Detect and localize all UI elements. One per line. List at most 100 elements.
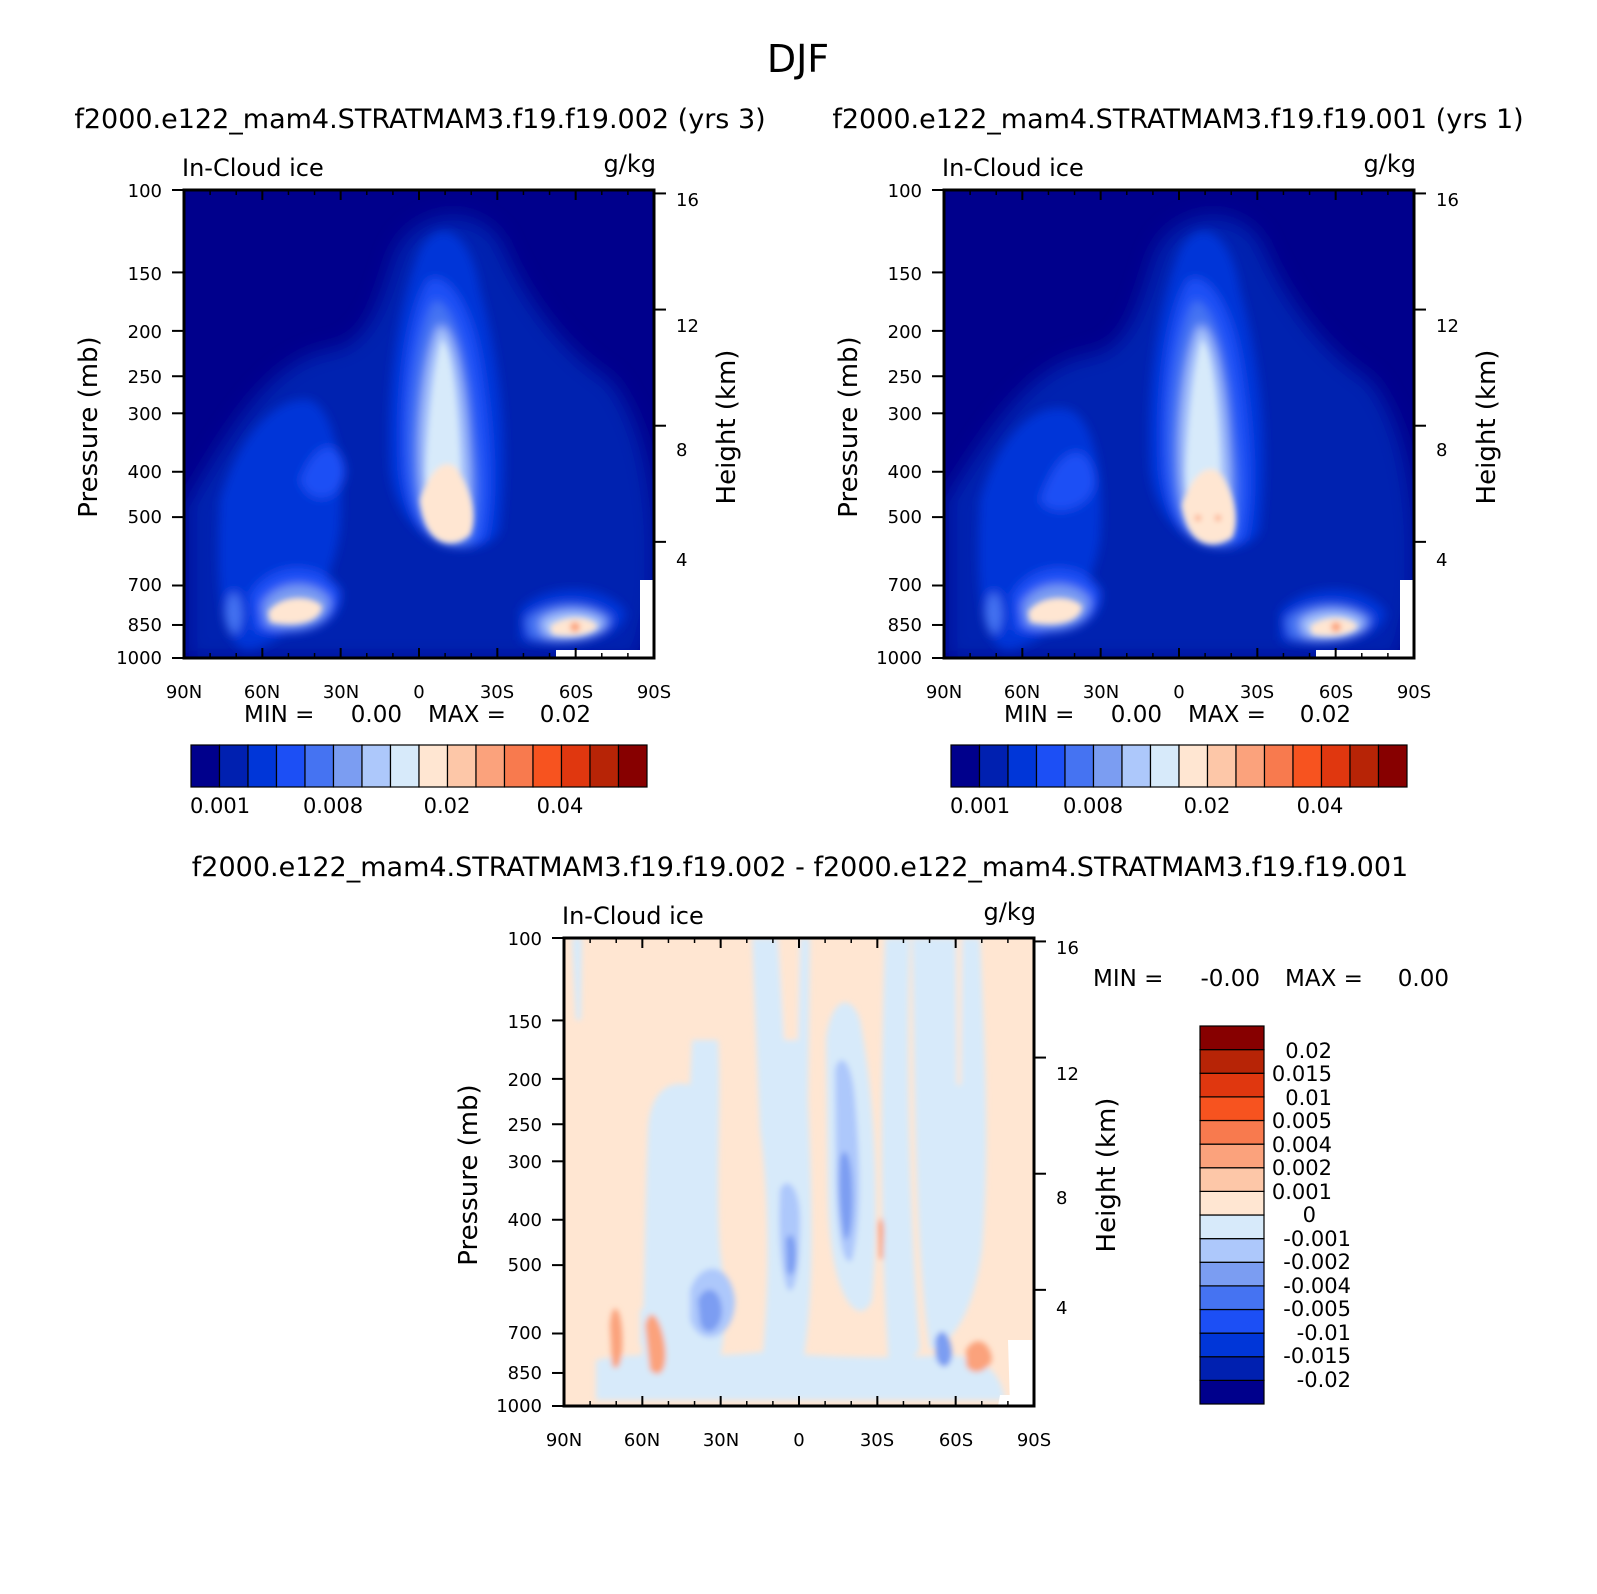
colorbar-label: 0.02 [424, 794, 471, 818]
x-tick-label: 0 [1173, 682, 1184, 703]
y-tick-label: 500 [888, 507, 922, 528]
y-axis-label: Pressure (mb) [834, 336, 864, 517]
colorbar-label: -0.02 [1297, 1368, 1351, 1392]
y-right-tick-label: 12 [1436, 316, 1459, 337]
y-tick-label: 500 [508, 1255, 542, 1276]
y-tick-label: 150 [128, 264, 162, 285]
y-tick-label: 850 [888, 615, 922, 636]
colorbar-label: -0.005 [1283, 1297, 1351, 1321]
contour-field [564, 938, 1034, 1406]
x-tick-labels: 90N 60N 30N 0 30S 60S 90S [926, 682, 1431, 703]
y-right-tick-label: 8 [1056, 1188, 1067, 1209]
y-right-tick-label: 16 [676, 190, 699, 211]
y-right-tick-label: 8 [1436, 440, 1447, 461]
y-tick-label: 300 [888, 404, 922, 425]
colorbar-swatch [361, 744, 392, 788]
colorbar-swatch [1199, 1167, 1265, 1192]
y-tick-label: 850 [508, 1363, 542, 1384]
x-tick-label: 60S [559, 682, 593, 703]
colorbar-swatch [446, 744, 477, 788]
y-tick-label: 200 [508, 1070, 542, 1091]
y-tick-label: 300 [508, 1152, 542, 1173]
colorbar-label: 0.02 [1184, 794, 1231, 818]
y-tick-label: 100 [128, 181, 162, 202]
colorbar-swatch [275, 744, 306, 788]
colorbar-swatch [1349, 744, 1380, 788]
colorbar-label: 0.005 [1272, 1109, 1332, 1133]
colorbar-label: -0.01 [1297, 1321, 1351, 1345]
y-right-tick-label: 4 [1056, 1298, 1067, 1319]
y-axis-right-label: Height (km) [712, 350, 742, 505]
colorbar-swatch [1178, 744, 1209, 788]
colorbar-swatch [1199, 1285, 1265, 1311]
colorbar-swatch [1199, 1332, 1265, 1358]
y-axis-right-label: Height (km) [1092, 1098, 1122, 1253]
colorbar-swatch [1235, 744, 1266, 788]
y-tick-label: 200 [128, 322, 162, 343]
y-right-tick-label: 4 [1436, 550, 1447, 571]
y-right-tick-labels: 16 12 8 4 [676, 190, 699, 571]
colorbar-swatch [247, 744, 278, 788]
colorbar-swatch [1035, 744, 1066, 788]
colorbar-label: -0.004 [1283, 1274, 1351, 1298]
y-right-tick-label: 12 [1056, 1064, 1079, 1085]
colorbar-swatch [1199, 1049, 1265, 1074]
colorbar-swatch [218, 744, 249, 788]
colorbar-label: -0.002 [1283, 1250, 1351, 1274]
y-tick-label: 150 [888, 264, 922, 285]
colorbar-swatch [1092, 744, 1123, 788]
min-label: MIN = [1093, 966, 1163, 992]
y-tick-label: 400 [508, 1210, 542, 1231]
y-tick-label: 300 [128, 404, 162, 425]
colorbar-label: 0.01 [1285, 1086, 1332, 1110]
colorbar-swatch [1320, 744, 1351, 788]
panel-top-left: f2000.e122_mam4.STRATMAM3.f19.f19.002 (y… [74, 104, 766, 818]
colorbar-label: 0.004 [1272, 1133, 1332, 1157]
x-tick-label: 30N [1083, 682, 1119, 703]
variable-label: In-Cloud ice [562, 902, 704, 930]
colorbar-swatch [1199, 1119, 1265, 1145]
x-tick-label: 90S [637, 682, 671, 703]
colorbar-label: -0.001 [1283, 1227, 1351, 1251]
y-right-tick-label: 8 [676, 440, 687, 461]
y-tick-label: 850 [128, 615, 162, 636]
colorbar-label: 0.015 [1272, 1062, 1332, 1086]
colorbar-swatch [304, 744, 335, 788]
colorbar-swatch [1199, 1261, 1265, 1287]
colorbar-swatch [1199, 1238, 1265, 1263]
axis-ticks [552, 937, 1046, 1407]
x-tick-label: 60S [1319, 682, 1353, 703]
y-tick-label: 250 [128, 367, 162, 388]
case-title: f2000.e122_mam4.STRATMAM3.f19.f19.001 (y… [832, 104, 1523, 135]
variable-label: In-Cloud ice [942, 154, 1084, 182]
y-tick-label: 1000 [876, 648, 922, 669]
colorbar-labels: 0.001 0.008 0.02 0.04 [950, 794, 1343, 818]
x-tick-label: 90N [166, 682, 202, 703]
x-tick-label: 90S [1017, 1430, 1051, 1451]
colorbar-swatch [1007, 744, 1038, 788]
colorbar-swatch [332, 744, 363, 788]
contour-field [944, 190, 1414, 658]
y-axis-right-label: Height (km) [1472, 350, 1502, 505]
x-tick-label: 30N [323, 682, 359, 703]
colorbar-swatch [418, 744, 449, 788]
axis-ticks [932, 189, 1426, 659]
y-right-tick-label: 4 [676, 550, 687, 571]
colorbar-swatch [617, 744, 648, 788]
x-tick-label: 60N [624, 1430, 660, 1451]
min-value: 0.00 [1111, 702, 1162, 728]
x-tick-labels: 90N 60N 30N 0 30S 60S 90S [166, 682, 671, 703]
y-right-tick-label: 12 [676, 316, 699, 337]
colorbar-swatch [475, 744, 506, 788]
x-tick-label: 0 [413, 682, 424, 703]
x-tick-label: 30S [480, 682, 514, 703]
y-tick-label: 700 [888, 575, 922, 596]
y-right-tick-label: 16 [1436, 190, 1459, 211]
colorbar-label: 0.001 [950, 794, 1010, 818]
y-tick-label: 700 [128, 575, 162, 596]
colorbar-label: 0.001 [1272, 1180, 1332, 1204]
y-right-tick-labels: 16 12 8 4 [1436, 190, 1459, 571]
x-tick-label: 90N [546, 1430, 582, 1451]
x-tick-label: 90N [926, 682, 962, 703]
y-tick-label: 100 [508, 929, 542, 950]
